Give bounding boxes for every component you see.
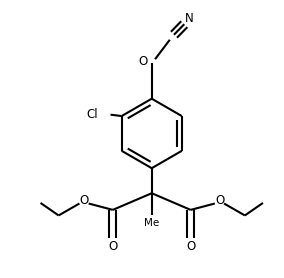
Text: Cl: Cl (86, 108, 98, 121)
Text: O: O (186, 240, 195, 254)
Text: O: O (108, 240, 118, 254)
Text: O: O (138, 56, 147, 68)
Text: O: O (215, 194, 224, 207)
Text: Me: Me (144, 218, 159, 228)
Text: O: O (79, 194, 88, 207)
Text: N: N (185, 12, 194, 24)
